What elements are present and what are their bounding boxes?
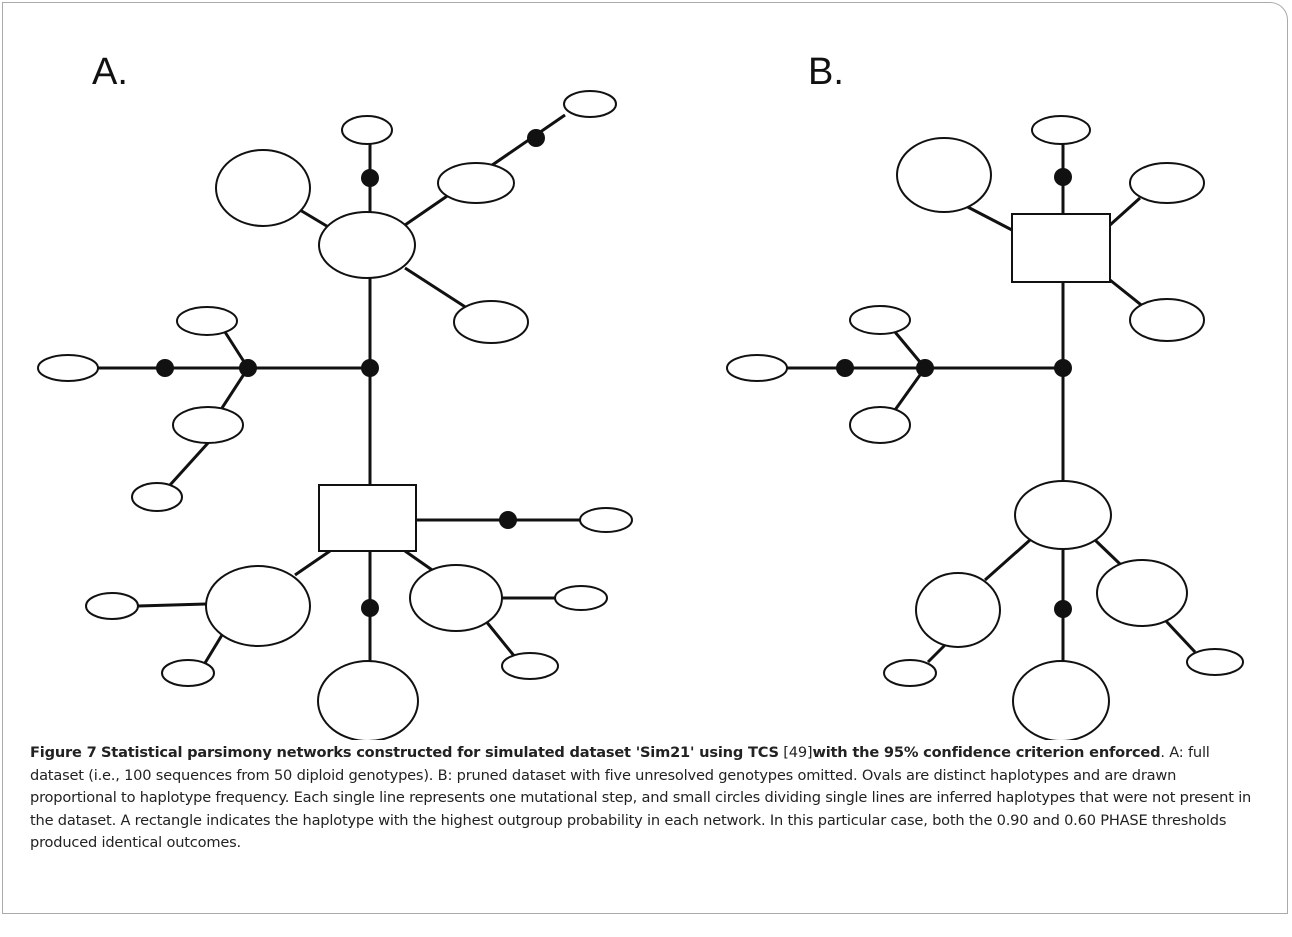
haplotype-oval [1096, 559, 1188, 627]
inferred-haplotype [156, 359, 174, 377]
edge [984, 538, 1031, 582]
edge [404, 266, 471, 312]
caption-title: Statistical parsimony networks construct… [101, 744, 779, 761]
haplotype-oval [579, 507, 633, 533]
network [37, 90, 1244, 740]
panel-label: A. [92, 51, 128, 93]
haplotype-oval [437, 162, 515, 204]
haplotype-oval [176, 306, 238, 336]
outgroup-haplotype [1011, 213, 1111, 283]
inferred-haplotype [361, 169, 379, 187]
edge [1108, 196, 1142, 227]
haplotype-oval [131, 482, 183, 512]
outgroup-haplotype [318, 484, 417, 552]
inferred-haplotype [361, 359, 379, 377]
haplotype-oval [161, 659, 215, 687]
haplotype-oval [318, 211, 416, 279]
haplotype-oval [896, 137, 992, 213]
figure-frame [2, 2, 1288, 914]
edge [137, 602, 207, 608]
figure-caption: Figure 7 Statistical parsimony networks … [30, 742, 1262, 855]
edge [168, 441, 210, 487]
haplotype-oval [563, 90, 617, 118]
edge [1109, 278, 1146, 310]
inferred-haplotype [239, 359, 257, 377]
haplotype-oval [1186, 648, 1244, 676]
haplotype-oval [1014, 480, 1112, 550]
inferred-haplotype [916, 359, 934, 377]
haplotype-oval [215, 149, 311, 227]
haplotype-oval [85, 592, 139, 620]
caption-title-cont: with the 95% confidence criterion enforc… [812, 744, 1161, 761]
haplotype-oval [409, 564, 503, 632]
figure: A. B. [37, 51, 1244, 740]
haplotype-oval [1012, 660, 1110, 740]
panel-label: B. [808, 51, 844, 93]
inferred-haplotype [499, 511, 517, 529]
edge [404, 549, 436, 574]
haplotype-oval [883, 659, 937, 687]
haplotype-oval [341, 115, 393, 145]
inferred-haplotype [361, 599, 379, 617]
haplotype-oval [849, 406, 911, 444]
edge [926, 643, 947, 664]
inferred-haplotype [836, 359, 854, 377]
haplotype-oval [915, 572, 1001, 648]
haplotype-oval [1129, 298, 1205, 342]
figure-label: Figure 7 [30, 744, 97, 761]
edge [299, 208, 331, 230]
citation: [49] [783, 744, 813, 761]
haplotype-oval [1129, 162, 1205, 204]
edge [483, 619, 517, 658]
caption-body: . A: full dataset (i.e., 100 sequences f… [30, 744, 1252, 851]
haplotype-oval [172, 406, 244, 444]
haplotype-oval [1031, 115, 1091, 145]
haplotype-oval [453, 300, 529, 344]
haplotype-oval [501, 652, 559, 680]
edge [1163, 618, 1197, 654]
haplotype-oval [37, 354, 99, 382]
edge [1093, 538, 1122, 566]
haplotype-oval [554, 585, 608, 611]
inferred-haplotype [1054, 600, 1072, 618]
edge [294, 549, 331, 577]
inferred-haplotype [1054, 168, 1072, 186]
haplotype-oval [726, 354, 788, 382]
inferred-haplotype [1054, 359, 1072, 377]
haplotype-oval [317, 660, 419, 740]
haplotype-oval [205, 565, 311, 647]
edge [203, 634, 224, 664]
haplotype-oval [849, 305, 911, 335]
inferred-haplotype [527, 129, 545, 147]
